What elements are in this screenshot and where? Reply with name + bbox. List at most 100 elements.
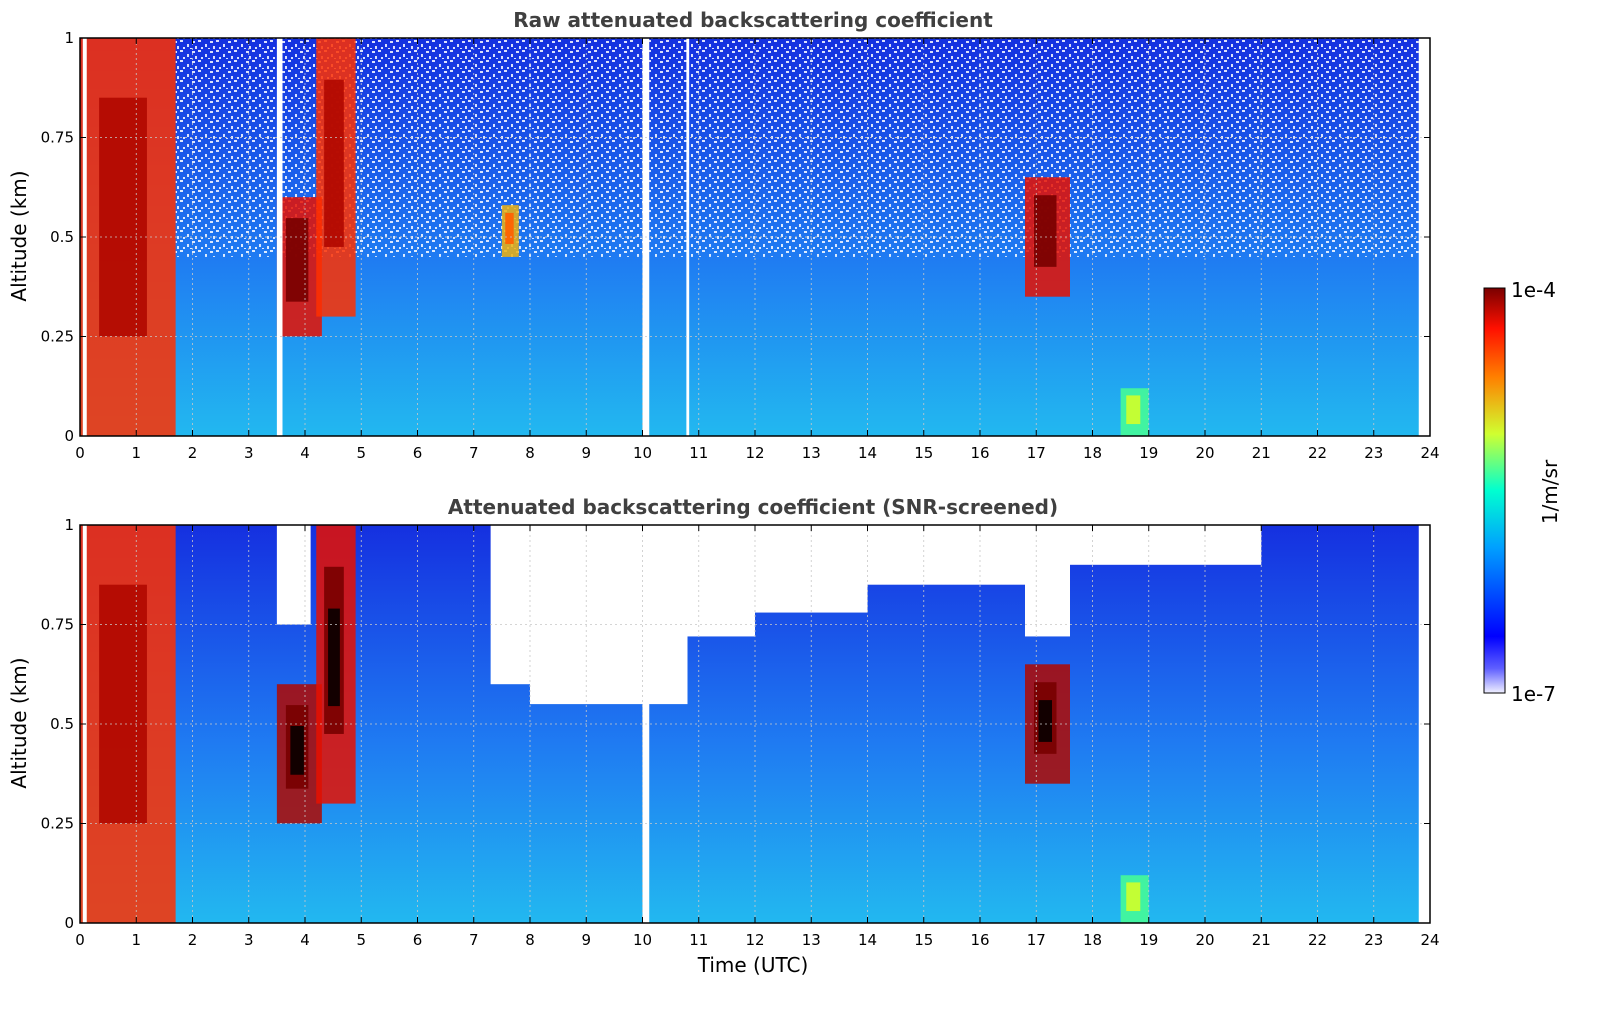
- colorbar-unit-label: 1/m/sr: [1538, 459, 1562, 524]
- y-tick-label: 0.25: [41, 815, 74, 833]
- x-tick-label: 16: [970, 444, 989, 462]
- x-tick-label: 8: [525, 931, 535, 949]
- y-tick-label: 0: [64, 914, 74, 932]
- feature-core: [324, 79, 344, 247]
- feature-core: [1034, 195, 1057, 267]
- screened-region: [1070, 525, 1262, 565]
- y-axis-label-raw: Altitude (km): [7, 170, 31, 301]
- x-tick-label: 9: [581, 931, 591, 949]
- x-tick-label: 7: [469, 931, 479, 949]
- x-tick-label: 0: [75, 931, 85, 949]
- saturated-core: [290, 725, 304, 775]
- saturated-core: [328, 608, 340, 707]
- x-tick-label: 3: [244, 444, 254, 462]
- x-tick-label: 2: [188, 931, 198, 949]
- x-tick-label: 15: [914, 931, 933, 949]
- x-tick-label: 10: [633, 444, 652, 462]
- x-tick-label: 13: [802, 444, 821, 462]
- y-tick-label: 0: [64, 427, 74, 445]
- x-tick-label: 4: [300, 444, 310, 462]
- x-tick-label: 9: [581, 444, 591, 462]
- heatmap-features: [80, 525, 1149, 923]
- x-tick-label: 19: [1139, 931, 1158, 949]
- y-tick-label: 0.5: [50, 228, 74, 246]
- x-tick-label: 12: [745, 931, 764, 949]
- x-tick-label: 7: [469, 444, 479, 462]
- x-tick-label: 19: [1139, 444, 1158, 462]
- x-tick-label: 0: [75, 444, 85, 462]
- x-tick-label: 24: [1420, 444, 1439, 462]
- saturated-core: [1038, 700, 1052, 742]
- x-tick-label: 11: [689, 931, 708, 949]
- x-tick-label: 21: [1252, 931, 1271, 949]
- x-tick-label: 10: [633, 931, 652, 949]
- x-tick-label: 5: [356, 444, 366, 462]
- x-tick-label: 24: [1420, 931, 1439, 949]
- x-tick-label: 23: [1364, 444, 1383, 462]
- data-gap: [276, 38, 283, 436]
- x-tick-label: 15: [914, 444, 933, 462]
- y-tick-label: 0.25: [41, 328, 74, 346]
- screened-region: [530, 525, 688, 705]
- feature-core: [99, 584, 147, 824]
- colorbar-gradient: [1483, 287, 1506, 694]
- x-tick-label: 3: [244, 931, 254, 949]
- feature-core: [1126, 882, 1141, 912]
- data-gap: [686, 38, 690, 436]
- x-tick-label: 11: [689, 444, 708, 462]
- screened-region: [687, 525, 755, 637]
- y-tick-label: 1: [64, 29, 74, 47]
- x-tick-label: 22: [1308, 444, 1327, 462]
- x-tick-label: 18: [1083, 931, 1102, 949]
- feature-core: [99, 97, 147, 337]
- screened-region: [755, 525, 868, 613]
- colorbar-max-label: 1e-4: [1511, 278, 1556, 302]
- colorbar-min-label: 1e-7: [1511, 682, 1556, 706]
- x-tick-label: 6: [413, 931, 423, 949]
- x-tick-label: 17: [1027, 444, 1046, 462]
- screened-backscatter-panel: Attenuated backscattering coefficient (S…: [7, 495, 1440, 977]
- x-tick-label: 17: [1027, 931, 1046, 949]
- x-tick-label: 16: [970, 931, 989, 949]
- panel-title-raw: Raw attenuated backscattering coefficien…: [513, 8, 993, 32]
- x-tick-label: 23: [1364, 931, 1383, 949]
- x-axis-label: Time (UTC): [697, 953, 809, 977]
- y-tick-label: 0.75: [41, 616, 74, 634]
- x-tick-label: 8: [525, 444, 535, 462]
- feature-core: [285, 218, 309, 302]
- noise-region: [175, 38, 1419, 257]
- raw-backscatter-panel: Raw attenuated backscattering coefficien…: [7, 8, 1440, 462]
- feature-core: [505, 212, 514, 244]
- screened-region: [867, 525, 1025, 585]
- x-tick-label: 12: [745, 444, 764, 462]
- screened-region: [490, 525, 530, 685]
- x-tick-label: 1: [131, 444, 141, 462]
- axis-ticks: 0 1 2 3 4 5 6 7 8 9 10 11 12 13 14 15 16 17 18 19 20 21 22 23 24…: [41, 516, 1440, 949]
- x-tick-label: 6: [413, 444, 423, 462]
- panel-title-screened: Attenuated backscattering coefficient (S…: [448, 495, 1058, 519]
- x-tick-label: 13: [802, 931, 821, 949]
- feature-core: [1126, 395, 1141, 425]
- x-tick-label: 14: [858, 931, 877, 949]
- y-tick-label: 0.5: [50, 715, 74, 733]
- screened-region: [1025, 525, 1070, 637]
- x-tick-label: 5: [356, 931, 366, 949]
- x-tick-label: 2: [188, 444, 198, 462]
- y-tick-label: 0.75: [41, 129, 74, 147]
- x-tick-label: 4: [300, 931, 310, 949]
- x-tick-label: 20: [1195, 444, 1214, 462]
- x-tick-label: 1: [131, 931, 141, 949]
- x-tick-label: 18: [1083, 444, 1102, 462]
- x-tick-label: 21: [1252, 444, 1271, 462]
- y-tick-label: 1: [64, 516, 74, 534]
- x-tick-label: 22: [1308, 931, 1327, 949]
- heatmap-features: [80, 38, 1149, 436]
- colorbar: 1e-4 1e-7 1/m/sr: [1483, 278, 1562, 706]
- y-axis-label-screened: Altitude (km): [7, 657, 31, 788]
- x-tick-label: 20: [1195, 931, 1214, 949]
- axis-ticks: 0 1 2 3 4 5 6 7 8 9 10 11 12 13 14 15 16 17 18 19 20 21 22 23 24…: [41, 29, 1440, 462]
- heatmap-mask: [82, 525, 1262, 923]
- x-tick-label: 14: [858, 444, 877, 462]
- screened-region: [276, 525, 311, 625]
